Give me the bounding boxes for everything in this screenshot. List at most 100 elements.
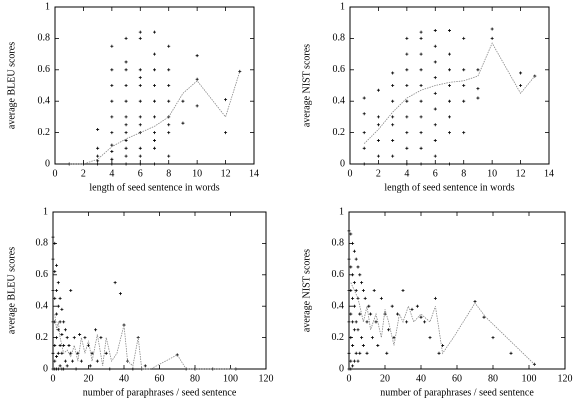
- x-tick-label: 10: [487, 168, 497, 179]
- point: [448, 68, 451, 72]
- y-tick-label: 1: [340, 1, 345, 12]
- point: [53, 241, 57, 245]
- mean-line: [363, 42, 536, 144]
- point: [391, 84, 395, 87]
- point: [110, 68, 114, 72]
- point: [138, 76, 142, 80]
- x-tick-label: 12: [221, 168, 231, 179]
- point: [419, 131, 423, 135]
- y-tick-label: 1: [339, 206, 344, 217]
- x-tick-label: 4: [109, 168, 114, 179]
- point: [96, 162, 100, 166]
- x-axis-label: length of seed sentence in words: [89, 182, 219, 193]
- point: [419, 315, 423, 319]
- y-tick-label: 1: [43, 206, 48, 217]
- point: [433, 29, 437, 33]
- point: [405, 131, 409, 135]
- point: [490, 36, 494, 40]
- y-tick-label: 0.4: [38, 95, 51, 106]
- point: [131, 367, 135, 371]
- point: [405, 115, 409, 119]
- y-tick-label: 0.8: [332, 238, 345, 249]
- point: [433, 123, 437, 127]
- point: [143, 364, 147, 368]
- point: [124, 115, 128, 119]
- point: [349, 359, 353, 363]
- point: [423, 320, 427, 324]
- point: [347, 257, 351, 261]
- point: [362, 112, 366, 116]
- point: [428, 336, 432, 340]
- point: [419, 52, 423, 56]
- point: [224, 98, 228, 102]
- point: [110, 131, 114, 135]
- point: [433, 138, 437, 142]
- point: [349, 367, 353, 371]
- x-tick-label: 10: [192, 168, 202, 179]
- point: [71, 359, 75, 363]
- x-tick-label: 8: [166, 168, 171, 179]
- point: [60, 307, 64, 311]
- point: [153, 146, 156, 150]
- x-tick-label: 60: [155, 373, 165, 384]
- y-axis-label: average BLEU scores: [6, 247, 17, 334]
- point: [153, 115, 156, 119]
- y-axis-label: average BLEU scores: [6, 42, 17, 129]
- point: [376, 154, 380, 158]
- y-tick-label: 0.2: [36, 332, 49, 343]
- point: [138, 131, 142, 135]
- point: [360, 336, 364, 340]
- point: [367, 304, 371, 308]
- x-tick-label: 12: [516, 168, 526, 179]
- point: [391, 123, 395, 127]
- y-tick-label: 0.6: [332, 269, 345, 280]
- point: [362, 146, 366, 150]
- point: [401, 289, 405, 292]
- point: [95, 359, 99, 363]
- point: [391, 99, 395, 103]
- point: [437, 351, 441, 355]
- point: [448, 162, 451, 166]
- point: [53, 343, 57, 347]
- x-tick-label: 80: [488, 373, 498, 384]
- point: [448, 115, 451, 119]
- point: [138, 123, 142, 127]
- y-tick-label: 0: [45, 158, 50, 169]
- point: [354, 257, 358, 261]
- point: [67, 343, 71, 347]
- point: [124, 154, 128, 158]
- x-tick-label: 60: [452, 373, 462, 384]
- point: [55, 354, 59, 358]
- point: [74, 367, 78, 371]
- point: [63, 359, 67, 363]
- point: [96, 127, 100, 131]
- point: [167, 123, 171, 127]
- point: [153, 162, 156, 166]
- point: [51, 257, 55, 261]
- point: [433, 76, 437, 80]
- y-tick-label: 0: [340, 158, 345, 169]
- point: [390, 304, 394, 308]
- point: [396, 312, 400, 316]
- y-tick-label: 0.8: [333, 33, 346, 44]
- point: [419, 146, 423, 150]
- point: [63, 328, 67, 332]
- point: [347, 229, 351, 233]
- x-tick-label: 6: [433, 168, 438, 179]
- x-tick-label: 80: [190, 373, 200, 384]
- point: [83, 336, 87, 340]
- point: [351, 241, 355, 245]
- point: [363, 296, 367, 300]
- point: [433, 91, 437, 95]
- point: [153, 131, 156, 135]
- y-tick-label: 0.8: [36, 238, 49, 249]
- point: [476, 87, 480, 91]
- point: [379, 296, 383, 300]
- point: [405, 68, 409, 72]
- y-tick-label: 0.2: [333, 127, 346, 138]
- point: [62, 320, 66, 324]
- point: [462, 36, 466, 40]
- point: [351, 364, 355, 368]
- point: [448, 52, 451, 56]
